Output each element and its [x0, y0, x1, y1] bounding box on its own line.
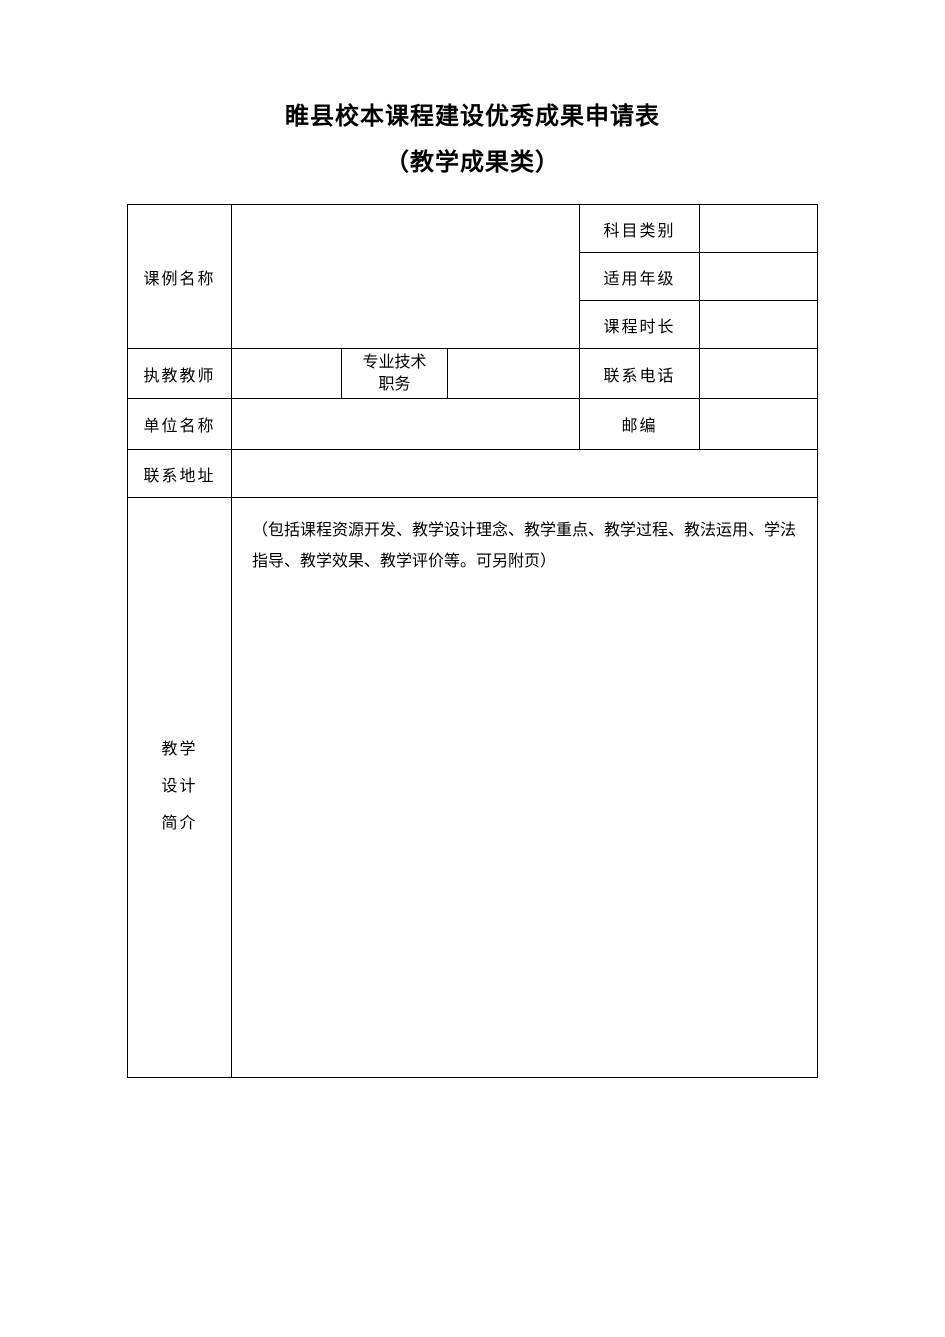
title-line-1: 睢县校本课程建设优秀成果申请表 [0, 95, 945, 141]
value-applicable-grade [700, 253, 818, 301]
label-pro-title-l2: 职务 [378, 376, 410, 393]
label-subject-category: 科目类别 [580, 205, 700, 253]
label-course-duration: 课程时长 [580, 301, 700, 349]
value-course-name [231, 205, 579, 349]
label-teacher: 执教教师 [127, 349, 231, 399]
value-teacher [231, 349, 341, 399]
value-subject-category [700, 205, 818, 253]
value-postcode [700, 399, 818, 450]
label-course-name: 课例名称 [127, 205, 231, 349]
label-postcode: 邮编 [580, 399, 700, 450]
label-design-l2: 设计 [161, 778, 197, 795]
application-form-table: 课例名称 科目类别 适用年级 课程时长 执教教师 专业技术 职务 联系电话 单位… [127, 204, 818, 1078]
document-title-block: 睢县校本课程建设优秀成果申请表 （教学成果类） [0, 95, 945, 186]
value-phone [700, 349, 818, 399]
label-address: 联系地址 [127, 450, 231, 498]
label-unit-name: 单位名称 [127, 399, 231, 450]
label-pro-title: 专业技术 职务 [341, 349, 447, 399]
label-pro-title-l1: 专业技术 [362, 354, 426, 371]
teaching-design-note: （包括课程资源开发、教学设计理念、教学重点、教学过程、教法运用、学法指导、教学效… [231, 498, 817, 1078]
label-applicable-grade: 适用年级 [580, 253, 700, 301]
label-design-l3: 简介 [161, 815, 197, 832]
value-unit-name [231, 399, 579, 450]
label-design-l1: 教学 [161, 741, 197, 758]
label-phone: 联系电话 [580, 349, 700, 399]
label-teaching-design: 教学 设计 简介 [127, 498, 231, 1078]
value-address [231, 450, 817, 498]
value-pro-title [447, 349, 579, 399]
value-course-duration [700, 301, 818, 349]
title-line-2: （教学成果类） [0, 141, 945, 187]
